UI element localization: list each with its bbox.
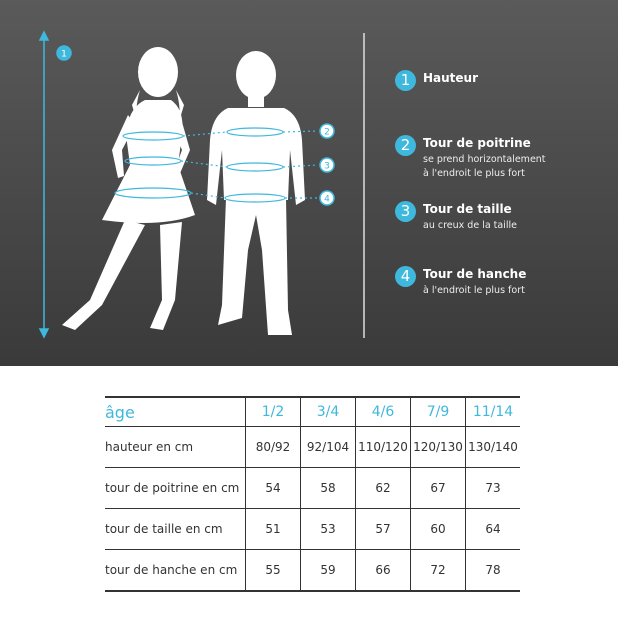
svg-text:3: 3	[324, 162, 330, 172]
legend-sub: se prend horizontalement	[423, 154, 546, 165]
table-cell: 59	[300, 549, 356, 591]
header-cell: âge	[105, 396, 246, 427]
girl-silhouette	[62, 47, 195, 330]
table-cell: 55	[245, 549, 301, 591]
table-cell: 130/140	[465, 426, 520, 468]
table-cell: 54	[245, 467, 301, 509]
legend-number: 3	[395, 201, 416, 222]
table-cell: 72	[410, 549, 466, 591]
header-cell: 4/6	[355, 396, 411, 427]
table-cell: 60	[410, 508, 466, 550]
marker-4	[319, 190, 335, 206]
table-cell: 73	[465, 467, 520, 509]
legend-title: Tour de poitrine	[423, 136, 531, 150]
legend-number: 4	[395, 266, 416, 287]
legend-sub: au creux de la taille	[423, 220, 517, 231]
marker-1	[56, 45, 72, 61]
legend-title: Tour de hanche	[423, 267, 527, 281]
table-cell: 53	[300, 508, 356, 550]
svg-text:2: 2	[324, 128, 330, 138]
legend-sub: à l'endroit le plus fort	[423, 285, 525, 296]
svg-text:1: 1	[61, 50, 67, 60]
table-cell: 66	[355, 549, 411, 591]
table-cell: 51	[245, 508, 301, 550]
header-cell: 1/2	[245, 396, 301, 427]
legend-title: Hauteur	[423, 71, 479, 85]
table-row: tour de taille en cm 51 53 57 60 64	[105, 508, 520, 550]
height-arrow	[38, 30, 50, 339]
table-cell: 57	[355, 508, 411, 550]
legend-sub: à l'endroit le plus fort	[423, 168, 525, 179]
table-cell: 110/120	[355, 426, 411, 468]
row-label: tour de poitrine en cm	[105, 467, 246, 509]
table-cell: 62	[355, 467, 411, 509]
marker-3	[319, 157, 335, 173]
legend-number: 2	[395, 135, 416, 156]
row-label: tour de taille en cm	[105, 508, 246, 550]
table-cell: 78	[465, 549, 520, 591]
measurement-lines	[114, 127, 319, 203]
table-cell: 92/104	[300, 426, 356, 468]
size-table: âge 1/2 3/4 4/6 7/9 11/14 hauteur en cm …	[105, 396, 520, 592]
table-cell: 67	[410, 467, 466, 509]
boy-silhouette	[207, 51, 305, 335]
markers	[56, 45, 335, 206]
table-cell: 64	[465, 508, 520, 550]
table-cell: 58	[300, 467, 356, 509]
row-label: hauteur en cm	[105, 426, 246, 468]
measurement-diagram-panel: 1 2 3 4 1 Hauteur 2 Tour de poitrine se …	[0, 0, 618, 366]
row-label: tour de hanche en cm	[105, 549, 246, 591]
silhouettes-diagram: 1 2 3 4	[38, 30, 365, 339]
table-header-row: âge 1/2 3/4 4/6 7/9 11/14	[105, 396, 520, 427]
header-cell: 7/9	[410, 396, 466, 427]
table-cell: 120/130	[410, 426, 466, 468]
table-row: tour de poitrine en cm 54 58 62 67 73	[105, 467, 520, 509]
header-cell: 11/14	[465, 396, 520, 427]
legend-number: 1	[395, 70, 416, 91]
legend-title: Tour de taille	[423, 202, 512, 216]
svg-text:4: 4	[324, 195, 330, 205]
table-row: tour de hanche en cm 55 59 66 72 78	[105, 549, 520, 591]
marker-2	[319, 123, 335, 139]
table-cell: 80/92	[245, 426, 301, 468]
header-cell: 3/4	[300, 396, 356, 427]
table-row: hauteur en cm 80/92 92/104 110/120 120/1…	[105, 426, 520, 468]
